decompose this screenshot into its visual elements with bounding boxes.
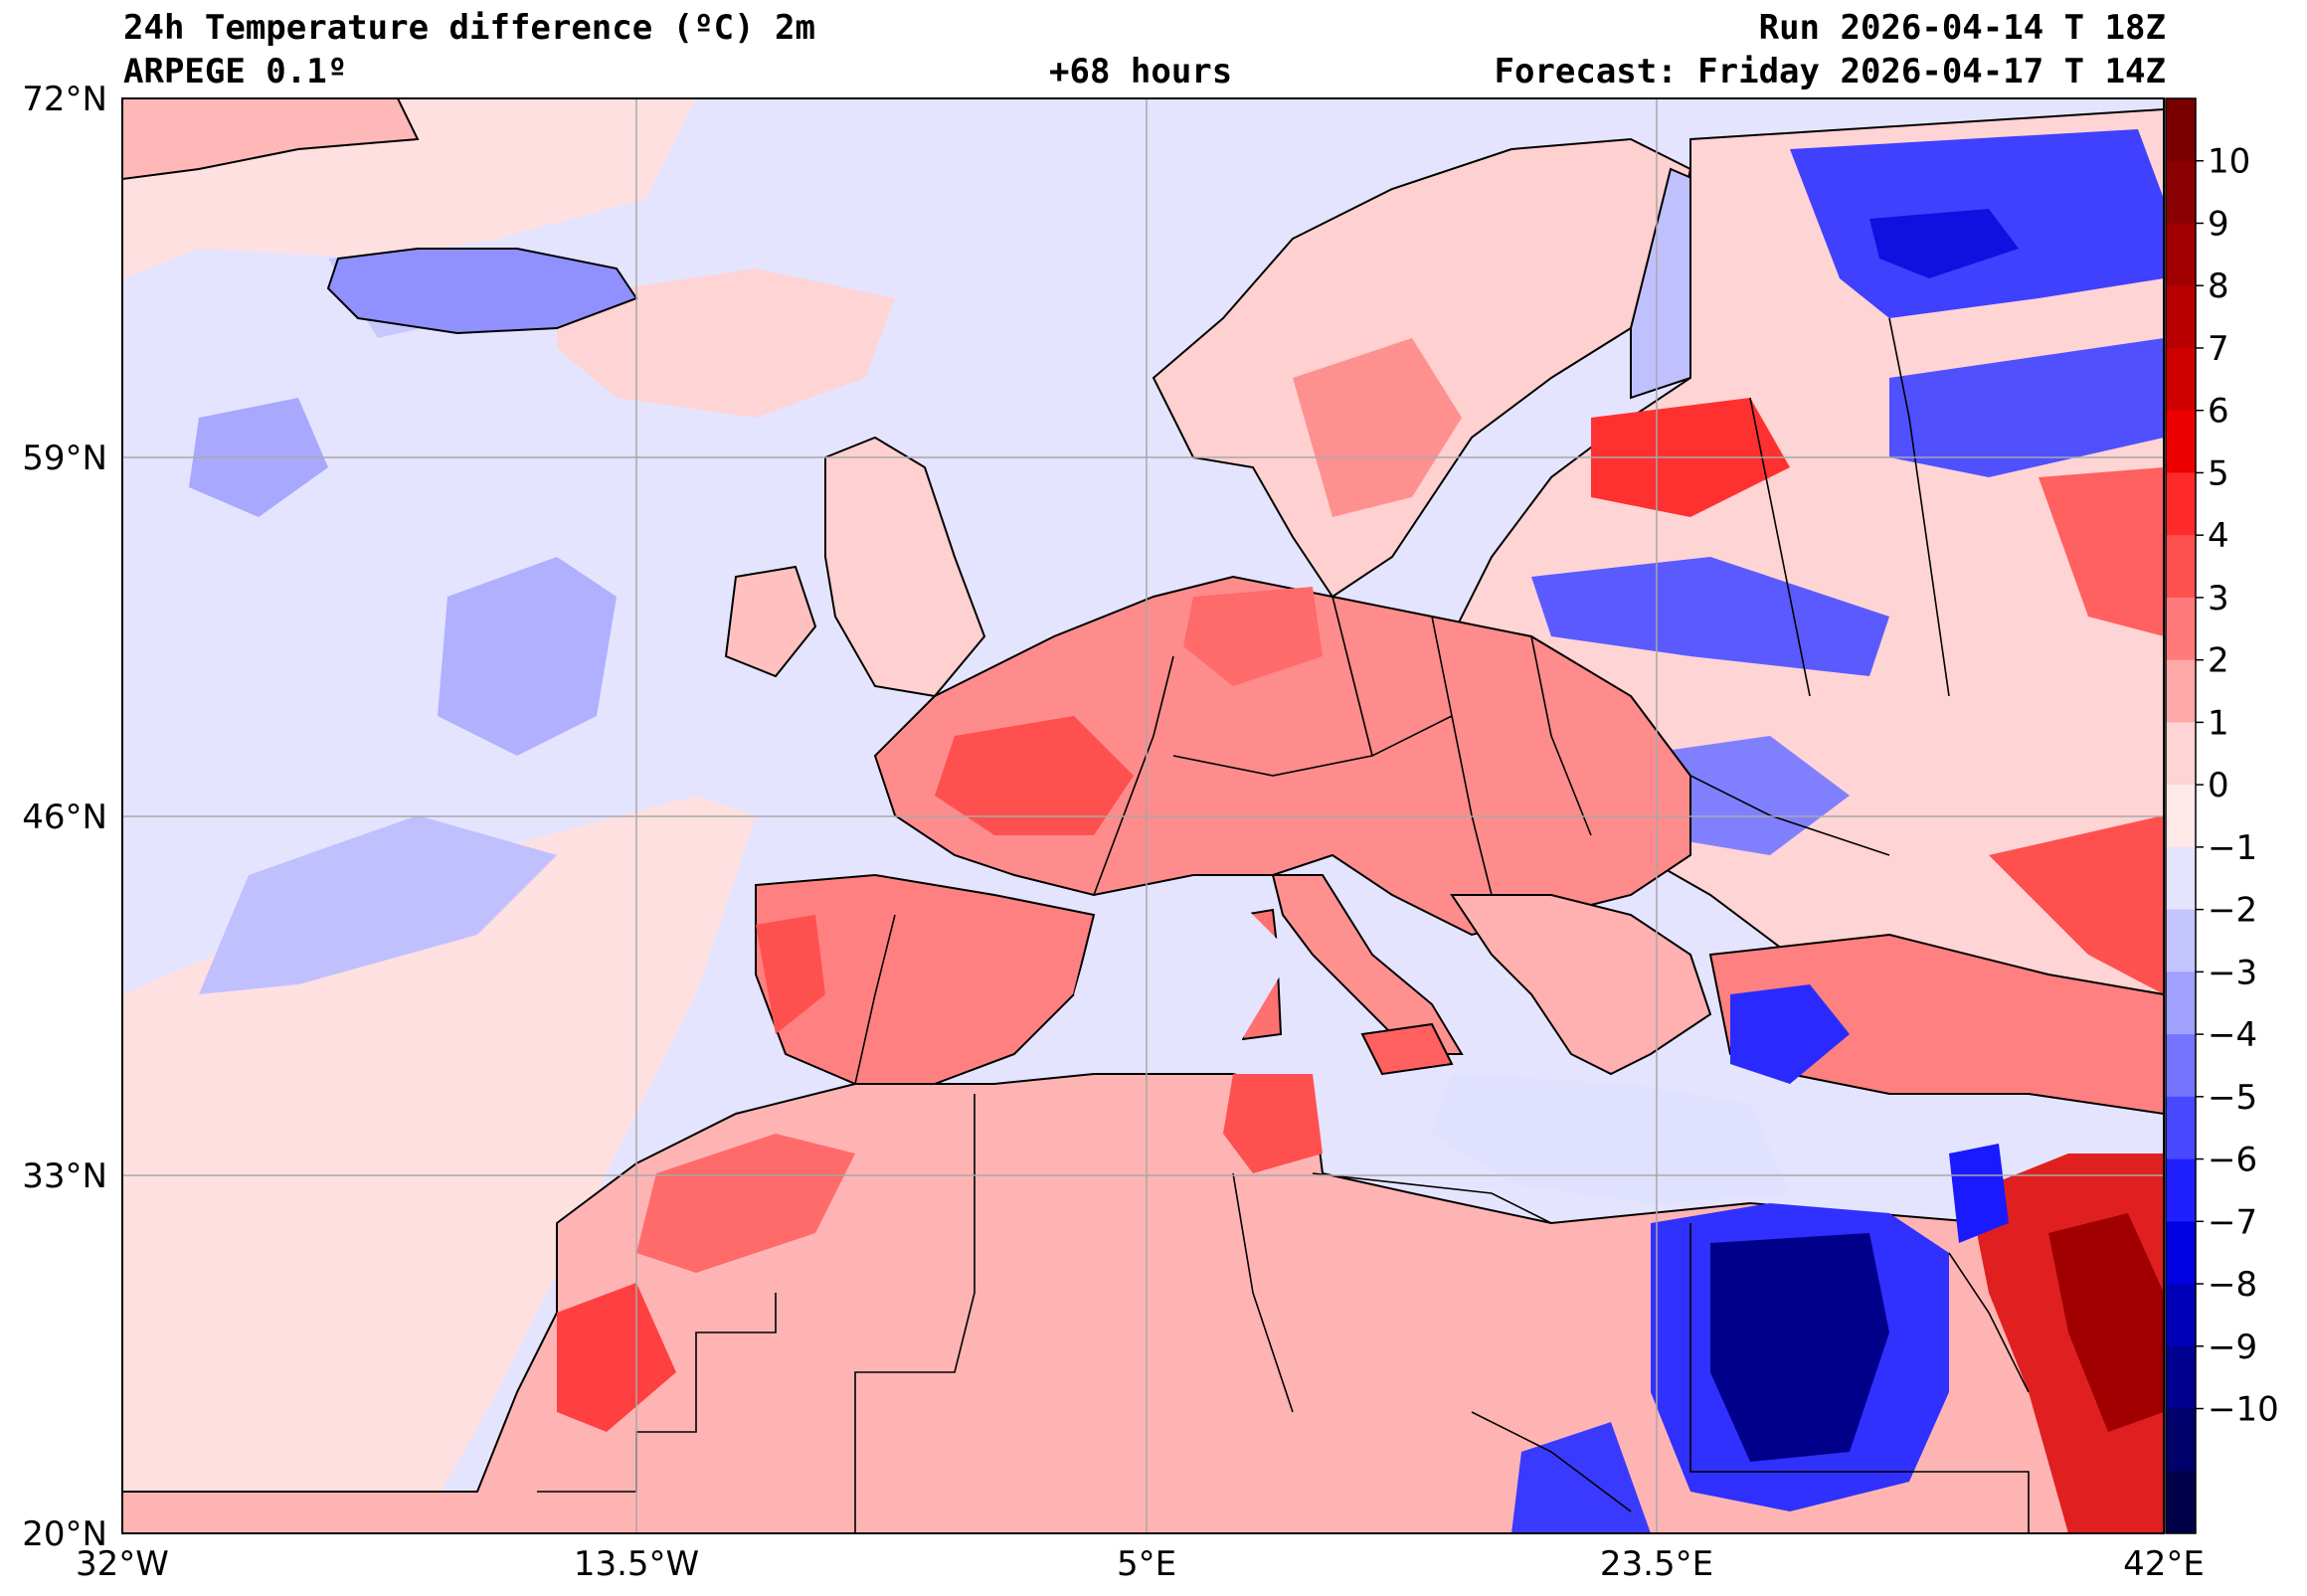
lead-time-label: +68 hours	[1049, 52, 1233, 91]
country-borders	[537, 317, 2030, 1533]
lon-label: 13.5°W	[574, 1544, 699, 1584]
colorbar-swatch	[2166, 1221, 2196, 1285]
warm-patch-central-russia	[2039, 467, 2164, 636]
map-title: 24h Temperature difference (ºC) 2m	[123, 8, 815, 48]
colorbar-frame	[2165, 97, 2197, 1534]
cold-core-egypt	[1710, 1233, 1889, 1462]
colorbar-label: 10	[2208, 142, 2250, 182]
colorbar-swatch	[2166, 1096, 2196, 1160]
colorbar-swatch	[2166, 909, 2196, 973]
warm-core-morocco	[636, 1134, 855, 1273]
colorbar-label: 0	[2208, 766, 2229, 805]
lat-label: 59°N	[22, 439, 107, 478]
colorbar-swatch	[2166, 472, 2196, 536]
colorbar-swatch	[2166, 846, 2196, 911]
lat-label: 33°N	[22, 1156, 107, 1196]
great-britain-land	[824, 436, 986, 698]
warm-core-france	[935, 716, 1134, 835]
eastern-mediterranean-sea	[1432, 1074, 1790, 1203]
warm-patch-caucasus	[1989, 815, 2164, 994]
colorbar-label: −5	[2208, 1078, 2257, 1118]
colorbar-swatch	[2166, 785, 2196, 848]
colorbar-swatch	[2166, 1158, 2196, 1222]
colorbar-swatch	[2166, 98, 2196, 162]
colorbar-label: −4	[2208, 1015, 2257, 1055]
cold-patch-atlantic-3	[199, 815, 557, 994]
cold-core-aegean	[1730, 984, 1850, 1084]
colorbar-swatch	[2166, 160, 2196, 224]
colorbar-label: −8	[2208, 1265, 2257, 1305]
colorbar-label: 2	[2208, 641, 2229, 681]
colorbar-swatch	[2166, 1034, 2196, 1098]
colorbar-label: 9	[2208, 204, 2229, 244]
warm-core-tunisia	[1223, 1074, 1323, 1173]
graticule	[122, 98, 2164, 1533]
colorbar-label: 8	[2208, 266, 2229, 306]
colorbar-swatch	[2166, 597, 2196, 661]
colorbar-swatch	[2166, 1345, 2196, 1410]
colorbar-label: 1	[2208, 703, 2229, 743]
colorbar-label: 7	[2208, 329, 2229, 369]
colorbar-label: −9	[2208, 1328, 2257, 1367]
western-mediterranean-sea	[1074, 895, 1293, 1064]
colorbar-label: 6	[2208, 392, 2229, 432]
warm-core-germany	[1183, 587, 1323, 686]
cold-patch-atlantic-2	[438, 557, 617, 756]
map-frame	[121, 97, 2165, 1534]
warm-core-portugal	[756, 915, 825, 1034]
colorbar-label: −1	[2208, 828, 2257, 868]
temperature-field	[122, 98, 2164, 1533]
iceland-land	[326, 248, 638, 335]
colorbar-swatch	[2166, 223, 2196, 286]
colorbar-swatch	[2166, 1471, 2196, 1534]
warm-core-arabia	[2048, 1213, 2164, 1432]
colorbar-swatch	[2166, 972, 2196, 1035]
warm-core-atlas-coast	[557, 1283, 676, 1432]
latitude-axis: 72°N 59°N 46°N 33°N 20°N	[22, 80, 107, 1554]
colorbar-swatch	[2166, 722, 2196, 786]
colorbar-label: 3	[2208, 579, 2229, 619]
cold-band-russia	[1889, 338, 2164, 477]
run-label: Run 2026-04-14 T 18Z	[1758, 8, 2166, 48]
lon-label: 23.5°E	[1600, 1544, 1713, 1584]
colorbar-label: −2	[2208, 891, 2257, 931]
lon-label: 32°W	[76, 1544, 169, 1584]
lon-label: 5°E	[1117, 1544, 1176, 1584]
ireland-land	[724, 565, 817, 678]
colorbar-swatch	[2166, 347, 2196, 412]
colorbar-label: −7	[2208, 1202, 2257, 1242]
warm-patch-south-norway	[1293, 338, 1462, 517]
colorbar-label: −10	[2208, 1390, 2279, 1430]
lat-label: 46°N	[22, 798, 107, 837]
sicily-land	[1360, 1022, 1454, 1076]
colorbar-label: 5	[2208, 453, 2229, 493]
colorbar-label: −6	[2208, 1141, 2257, 1180]
colorbar-swatch	[2166, 410, 2196, 473]
colorbar-swatch	[2166, 535, 2196, 599]
warm-patch-mid-atlantic	[557, 268, 895, 418]
cold-core-karelia	[1869, 209, 2019, 278]
lat-label: 20°N	[22, 1514, 107, 1554]
balkans-land	[1450, 894, 1712, 1076]
model-label: ARPEGE 0.1º	[123, 52, 348, 91]
longitude-axis: 32°W 13.5°W 5°E 23.5°E 42°E	[76, 1544, 2205, 1584]
greenland-edge-land	[122, 98, 420, 181]
lat-label: 72°N	[22, 80, 107, 119]
colorbar-swatch	[2166, 1408, 2196, 1472]
colorbar-label: 4	[2208, 516, 2229, 556]
north-africa-land	[122, 1073, 2164, 1533]
colorbar-swatch	[2166, 659, 2196, 723]
colorbar-swatch	[2166, 285, 2196, 349]
lon-label: 42°E	[2123, 1544, 2205, 1584]
colorbar-swatch	[2166, 1284, 2196, 1347]
colorbar-label: −3	[2208, 953, 2257, 992]
cold-patch-levant	[1949, 1144, 2009, 1243]
forecast-label: Forecast: Friday 2026-04-17 T 14Z	[1494, 52, 2166, 91]
